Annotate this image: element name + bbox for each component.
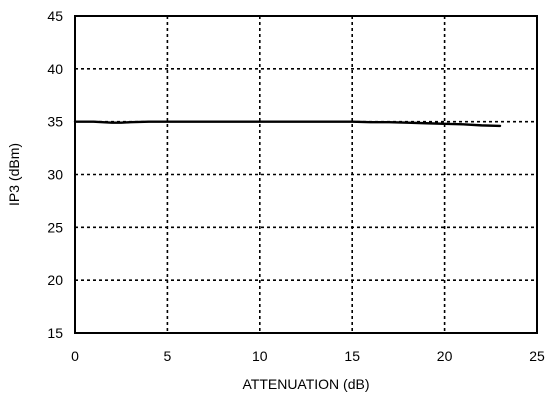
series-line xyxy=(73,120,502,128)
y-axis-title: IP3 (dBm) xyxy=(6,143,22,206)
series-layer xyxy=(73,120,502,128)
y-tick-label: 20 xyxy=(47,272,63,288)
x-tick-label: 0 xyxy=(71,348,79,364)
x-tick-label: 5 xyxy=(164,348,172,364)
x-tick-label: 25 xyxy=(529,348,545,364)
y-tick-label: 45 xyxy=(47,8,63,24)
y-tick-label: 40 xyxy=(47,61,63,77)
y-tick-label: 35 xyxy=(47,114,63,130)
y-tick-label: 30 xyxy=(47,167,63,183)
tick-layer: 0 5 10 15 20 25 15 20 25 30 35 40 45 xyxy=(47,8,545,364)
x-axis-title: ATTENUATION (dB) xyxy=(242,376,369,392)
x-tick-label: 15 xyxy=(344,348,360,364)
grid-layer xyxy=(75,16,537,333)
x-tick-label: 10 xyxy=(252,348,268,364)
plot-frame xyxy=(74,15,538,334)
y-tick-label: 15 xyxy=(47,325,63,341)
x-tick-label: 20 xyxy=(437,348,453,364)
y-tick-label: 25 xyxy=(47,219,63,235)
